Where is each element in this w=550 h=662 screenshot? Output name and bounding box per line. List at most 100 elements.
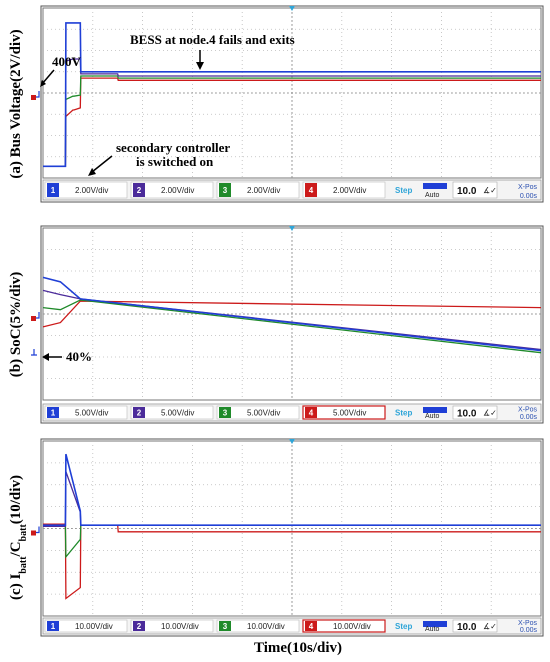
annotation-secondary-2: is switched on	[136, 154, 214, 169]
trigger-slope-icon: ∡✓	[483, 409, 497, 418]
channel-box-2[interactable]: 2 2.00V/div	[130, 181, 214, 199]
channel-box-bg	[130, 405, 214, 420]
channel-box-4[interactable]: 4 5.00V/div	[302, 405, 386, 420]
arrow-40pct-head	[42, 353, 49, 361]
run-indicator	[423, 407, 447, 413]
trigger-marker	[289, 226, 295, 231]
channel-box-1[interactable]: 1 10.00V/div	[44, 619, 128, 633]
ylabel-part: /C	[8, 541, 24, 557]
channel-scale: 2.00V/div	[161, 186, 194, 195]
series-line-ch3	[42, 299, 542, 354]
channel-box-1[interactable]: 1 2.00V/div	[44, 181, 128, 199]
panel-1: 1 2.00V/div 2 2.00V/div 3 2.00V/div 4 2.00V/div…	[8, 5, 544, 203]
channel-scale: 5.00V/div	[333, 409, 366, 418]
ylabel-part: (c) I	[8, 574, 24, 600]
channel-box-bg	[216, 405, 300, 420]
arrow-400v-head	[40, 80, 46, 87]
channel-number-swatch	[305, 183, 317, 197]
channel-box-bg	[216, 181, 300, 199]
channel-number: 4	[309, 409, 314, 418]
marker-dot	[31, 316, 36, 321]
xpos-label: X-Pos	[518, 407, 538, 414]
annotation-secondary-1: secondary controller	[116, 140, 230, 155]
annotations-a: 400V BESS at node.4 fails and exits second…	[40, 32, 295, 176]
channel-box-2[interactable]: 2 5.00V/div	[130, 405, 214, 420]
channel-box-bg	[216, 619, 300, 633]
xpos-label: X-Pos	[518, 620, 538, 627]
step-label: Step	[395, 409, 412, 418]
channel-number-swatch	[133, 621, 145, 631]
channel-number: 4	[309, 186, 314, 195]
channel-number: 1	[51, 409, 56, 418]
panel-3: 1 10.00V/div 2 10.00V/div 3 10.00V/div 4 10.00V…	[8, 438, 544, 637]
channel-scale: 2.00V/div	[75, 186, 108, 195]
panel-ylabel: (b) SoC(5%/div)	[8, 272, 24, 377]
auto-label: Auto	[425, 413, 440, 420]
timebase-value: 10.0	[457, 622, 477, 633]
auto-label: Auto	[425, 626, 440, 633]
channel-scale: 2.00V/div	[247, 186, 280, 195]
channel-number: 2	[137, 409, 142, 418]
annotation-400v: 400V	[52, 54, 82, 69]
channel-number: 2	[137, 186, 142, 195]
channel-number-swatch	[219, 183, 231, 197]
timebase-box	[452, 619, 498, 633]
step-label: Step	[395, 622, 412, 631]
run-indicator	[423, 621, 447, 627]
annotation-40pct: 40%	[66, 349, 92, 364]
channel-marker	[31, 91, 40, 100]
channel-box-4[interactable]: 4 10.00V/div	[302, 619, 386, 633]
timebase-value: 10.0	[457, 186, 477, 197]
ylabel-part: batt	[18, 524, 29, 542]
auto-label: Auto	[425, 192, 440, 199]
channel-box-3[interactable]: 3 2.00V/div	[216, 181, 300, 199]
series-line-ch1	[43, 453, 541, 526]
channel-box-2[interactable]: 2 10.00V/div	[130, 619, 214, 633]
channel-number-swatch	[47, 183, 59, 197]
marker-40pct	[31, 349, 37, 356]
annotations-b: 40%	[31, 349, 92, 364]
timebase-box	[452, 405, 498, 420]
trigger-slope-icon: ∡✓	[483, 622, 497, 631]
marker-dot	[31, 530, 36, 536]
channel-number-swatch	[219, 621, 231, 631]
ylabel-part: batt	[18, 556, 29, 574]
ylabel-part: (10/div)	[8, 475, 24, 524]
channel-number: 2	[137, 622, 142, 631]
channel-number: 3	[223, 622, 228, 631]
xpos-value: 0.00s	[520, 193, 538, 200]
arrow-secondary-head	[88, 168, 96, 176]
panel-ylabel: (c) Ibatt/Cbatt(10/div)	[8, 475, 29, 600]
timebase-value: 10.0	[457, 409, 477, 420]
channel-box-3[interactable]: 3 5.00V/div	[216, 405, 300, 420]
panel-2: 1 5.00V/div 2 5.00V/div 3 5.00V/div 4 5.00V/div…	[8, 225, 544, 424]
channel-number-swatch	[133, 407, 145, 418]
channel-box-4[interactable]: 4 2.00V/div	[302, 181, 386, 199]
channel-number: 4	[309, 622, 314, 631]
channel-scale: 5.00V/div	[161, 409, 194, 418]
channel-box-bg	[130, 181, 214, 199]
channel-scale: 5.00V/div	[247, 409, 280, 418]
arrow-400v-line	[41, 69, 55, 85]
channel-number-swatch	[133, 183, 145, 197]
channel-box-bg	[302, 181, 386, 199]
channel-scale: 10.00V/div	[75, 622, 113, 631]
channel-box-3[interactable]: 3 10.00V/div	[216, 619, 300, 633]
series-line-ch1	[42, 276, 542, 352]
xpos-label: X-Pos	[518, 184, 538, 191]
channel-box-bg	[44, 619, 128, 633]
channel-number: 3	[223, 409, 228, 418]
channel-scale: 2.00V/div	[333, 186, 366, 195]
annotation-bess-fails: BESS at node.4 fails and exits	[130, 32, 295, 47]
xpos-value: 0.00s	[520, 627, 538, 634]
channel-scale: 10.00V/div	[247, 622, 285, 631]
run-indicator	[423, 183, 447, 189]
arrow-secondary-line	[91, 155, 113, 173]
channel-box-1[interactable]: 1 5.00V/div	[44, 405, 128, 420]
trigger-marker	[289, 439, 295, 444]
x-axis-label: Time(10s/div)	[254, 640, 342, 656]
channel-box-bg	[44, 405, 128, 420]
channel-number-swatch	[47, 621, 59, 631]
channel-number-swatch	[305, 621, 317, 631]
